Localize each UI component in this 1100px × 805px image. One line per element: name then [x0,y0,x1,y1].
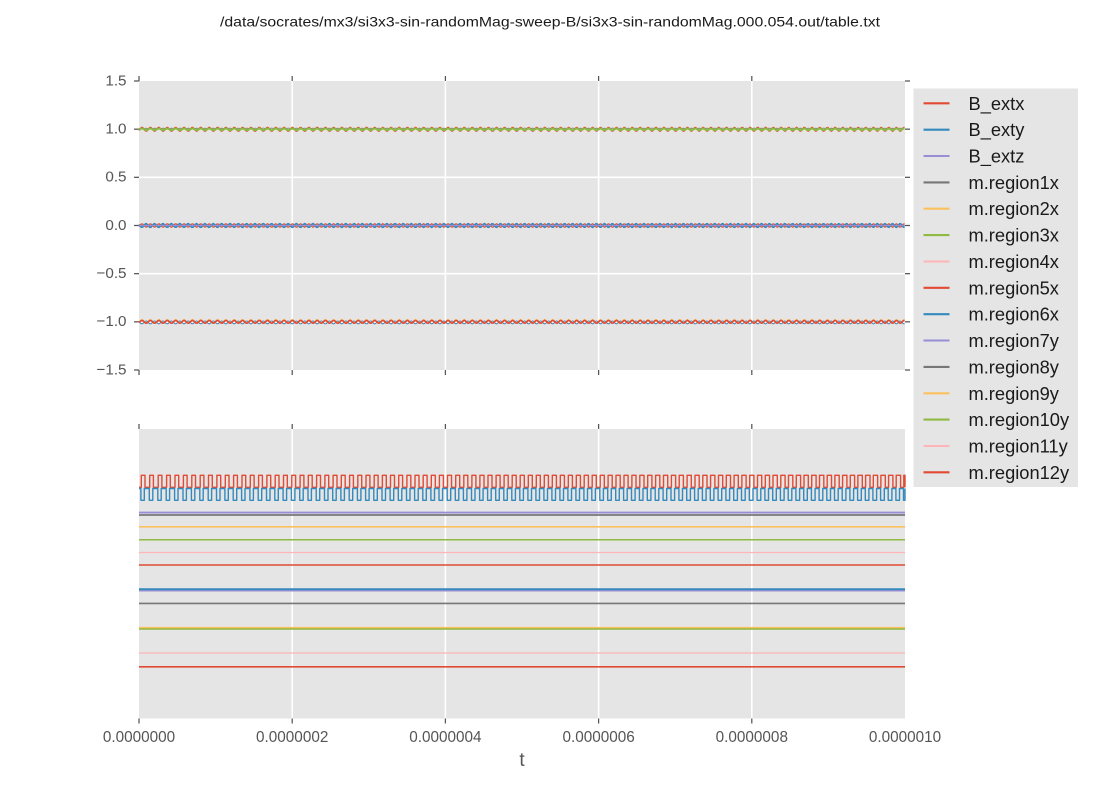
svg-text:m.region6x: m.region6x [969,304,1059,325]
svg-text:0.0000010: 0.0000010 [869,729,941,746]
svg-text:1.5: 1.5 [105,72,126,89]
svg-text:m.region1x: m.region1x [969,172,1059,193]
svg-text:m.region9y: m.region9y [969,383,1060,404]
svg-text:m.region7y: m.region7y [969,330,1060,351]
svg-text:m.region4x: m.region4x [969,251,1059,272]
svg-text:0.0000006: 0.0000006 [562,729,634,746]
svg-text:B_exty: B_exty [969,119,1026,141]
svg-text:0.0000008: 0.0000008 [716,729,788,746]
svg-text:B_extz: B_extz [969,146,1025,168]
svg-text:−0.5: −0.5 [97,265,127,282]
svg-text:−1.0: −1.0 [97,313,127,330]
svg-text:0.0000000: 0.0000000 [103,729,175,746]
svg-text:m.region5x: m.region5x [969,277,1059,298]
svg-text:1.0: 1.0 [105,121,126,138]
svg-text:t: t [519,750,525,771]
svg-text:0.0000004: 0.0000004 [409,729,482,746]
svg-text:m.region11y: m.region11y [969,436,1069,457]
svg-text:0.0: 0.0 [105,217,126,234]
svg-text:m.region12y: m.region12y [969,462,1070,483]
svg-text:0.5: 0.5 [105,169,126,186]
svg-text:B_extx: B_extx [969,93,1025,115]
svg-text:m.region10y: m.region10y [969,409,1070,430]
svg-text:−1.5: −1.5 [97,361,127,378]
svg-text:/data/socrates/mx3/si3x3-sin-r: /data/socrates/mx3/si3x3-sin-randomMag-s… [220,15,880,30]
svg-text:0.0000002: 0.0000002 [256,729,328,746]
svg-text:m.region2x: m.region2x [969,198,1059,219]
svg-text:m.region3x: m.region3x [969,225,1059,246]
svg-text:m.region8y: m.region8y [969,356,1060,377]
